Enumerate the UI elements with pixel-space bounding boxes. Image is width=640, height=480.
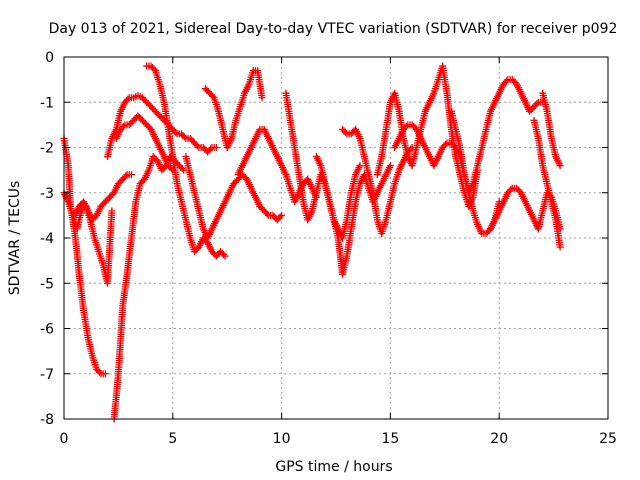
data-point	[220, 251, 228, 259]
series-track-m	[339, 125, 416, 237]
data-point	[212, 144, 220, 151]
x-tick-label: 5	[168, 431, 177, 447]
series-track-l	[312, 153, 394, 278]
series-track-c	[71, 171, 135, 224]
data-point	[150, 65, 158, 73]
data-point	[556, 243, 564, 251]
data-point	[119, 122, 127, 130]
data-point	[180, 133, 188, 141]
data-point	[263, 210, 271, 218]
data-point	[507, 186, 515, 194]
series-track-d	[110, 153, 188, 423]
chart-title: Day 013 of 2021, Sidereal Day-to-day VTE…	[49, 21, 618, 37]
x-tick-label: 10	[273, 431, 291, 447]
data-point	[122, 172, 130, 180]
y-tick-label: -7	[40, 367, 54, 383]
data-marks	[60, 62, 564, 423]
x-tick-label: 15	[381, 431, 399, 447]
x-tick-label: 20	[490, 431, 508, 447]
y-tick-label: 0	[45, 50, 54, 66]
series-track-p	[447, 76, 547, 197]
series-track-g	[143, 62, 229, 260]
y-tick-label: -5	[40, 276, 54, 292]
data-point	[533, 100, 541, 108]
data-point	[101, 370, 109, 378]
data-point	[124, 95, 132, 103]
y-tick-label: -6	[40, 322, 54, 338]
data-point	[172, 128, 180, 136]
data-point	[258, 94, 266, 102]
data-point	[442, 140, 450, 148]
data-point	[178, 165, 186, 173]
data-point	[108, 207, 116, 215]
x-tick-label: 0	[60, 431, 69, 447]
series-track-h	[182, 153, 286, 242]
data-point	[221, 252, 229, 260]
data-point	[96, 368, 104, 376]
y-tick-label: -8	[40, 412, 54, 428]
data-point	[556, 162, 564, 170]
series-track-f	[112, 112, 177, 174]
data-point	[356, 162, 364, 170]
data-point	[341, 128, 349, 136]
data-point	[207, 145, 215, 153]
x-axis-label: GPS time / hours	[275, 459, 392, 475]
data-point	[402, 122, 410, 130]
data-point	[127, 171, 135, 179]
x-tick-label: 25	[599, 431, 617, 447]
axis-ticks: 0 5 10 15 20 25 0 -1 -2 -3 -4 -5 -6 -7 -8	[40, 50, 617, 447]
data-point	[193, 142, 201, 150]
data-point	[502, 77, 510, 85]
data-point	[407, 145, 415, 153]
data-point	[276, 213, 284, 221]
y-tick-label: -3	[40, 186, 54, 202]
data-point	[386, 162, 394, 170]
series-track-i	[201, 67, 266, 151]
y-tick-label: -1	[40, 95, 54, 111]
y-tick-label: -2	[40, 141, 54, 157]
y-axis-label: SDTVAR / TECUs	[7, 181, 23, 296]
series-track-r	[530, 116, 564, 251]
data-point	[209, 92, 217, 100]
data-point	[278, 211, 286, 219]
y-tick-label: -4	[40, 231, 54, 247]
series-track-o	[391, 121, 503, 237]
series-track-j	[234, 125, 320, 206]
series-track-s	[539, 89, 564, 170]
